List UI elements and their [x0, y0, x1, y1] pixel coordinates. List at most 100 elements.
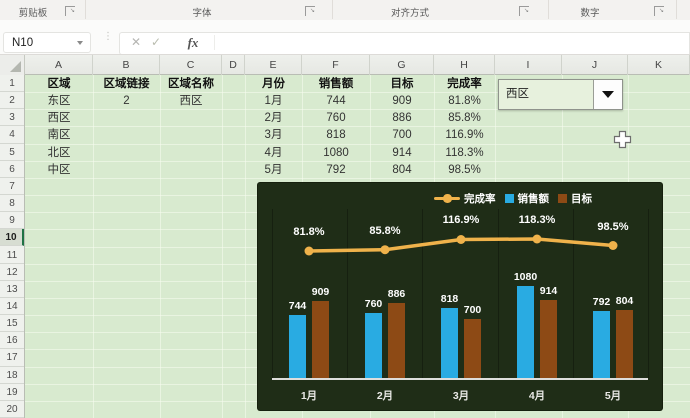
- cell-G3[interactable]: 886: [392, 112, 412, 125]
- row-header-9[interactable]: 9: [0, 212, 24, 230]
- dialog-launcher-icon[interactable]: ↘: [65, 6, 75, 16]
- x-axis-label-3月: 3月: [452, 390, 470, 402]
- column-header-H[interactable]: H: [434, 55, 495, 75]
- row-header-8[interactable]: 8: [0, 195, 24, 213]
- row-header-18[interactable]: 18: [0, 367, 24, 384]
- column-header-E[interactable]: E: [245, 55, 302, 75]
- cell-F1[interactable]: 销售额: [318, 78, 354, 90]
- legend-item-rate[interactable]: 完成率: [434, 191, 496, 206]
- name-box[interactable]: N10: [3, 32, 91, 53]
- legend-item-target[interactable]: 目标: [558, 191, 592, 206]
- column-header-F[interactable]: F: [302, 55, 370, 75]
- formula-input[interactable]: [216, 33, 687, 52]
- name-box-dropdown-icon[interactable]: [77, 41, 83, 45]
- row-header-20[interactable]: 20: [0, 401, 24, 418]
- line-data-label: 81.8%: [293, 226, 325, 238]
- completion-rate-line[interactable]: [258, 183, 662, 410]
- bar-目标-2月[interactable]: [388, 302, 405, 378]
- select-all-button[interactable]: [0, 55, 25, 75]
- cell-H5[interactable]: 118.3%: [445, 146, 484, 159]
- column-header-I[interactable]: I: [495, 55, 562, 75]
- bar-销售额-1月[interactable]: [289, 314, 306, 378]
- row-header-5[interactable]: 5: [0, 144, 24, 161]
- legend-item-sales[interactable]: 销售额: [504, 191, 549, 206]
- row-header-16[interactable]: 16: [0, 332, 24, 350]
- cell-F2[interactable]: 744: [326, 95, 346, 108]
- cell-F5[interactable]: 1080: [323, 146, 349, 159]
- cell-A2[interactable]: 东区: [47, 95, 71, 108]
- cell-E3[interactable]: 2月: [264, 112, 283, 125]
- row-header-11[interactable]: 11: [0, 247, 24, 264]
- bar-销售额-2月[interactable]: [365, 313, 382, 378]
- cell-B1[interactable]: 区域链接: [103, 78, 150, 90]
- row-header-15[interactable]: 15: [0, 315, 24, 333]
- cell-C2[interactable]: 西区: [179, 95, 203, 108]
- bar-目标-4月[interactable]: [540, 300, 557, 378]
- dialog-launcher-icon[interactable]: ↘: [519, 6, 529, 16]
- row-header-7[interactable]: 7: [0, 178, 24, 196]
- ribbon-group-alignment: 对齐方式: [390, 8, 430, 19]
- cell-A4[interactable]: 南区: [47, 129, 71, 142]
- column-header-C[interactable]: C: [160, 55, 222, 75]
- cell-E2[interactable]: 1月: [264, 95, 283, 108]
- column-header-G[interactable]: G: [370, 55, 434, 75]
- cell-C1[interactable]: 区域名称: [168, 78, 214, 90]
- row-header-13[interactable]: 13: [0, 281, 24, 298]
- column-header-J[interactable]: J: [562, 55, 628, 75]
- row-header-10[interactable]: 10: [0, 229, 24, 247]
- row-header-19[interactable]: 19: [0, 384, 24, 401]
- cell-H4[interactable]: 116.9%: [445, 129, 484, 142]
- bar-销售额-5月[interactable]: [593, 310, 610, 378]
- dialog-launcher-icon[interactable]: ↘: [305, 6, 315, 16]
- column-header-K[interactable]: K: [628, 55, 690, 75]
- cell-E6[interactable]: 5月: [264, 163, 283, 176]
- row-header-14[interactable]: 14: [0, 298, 24, 316]
- cell-E4[interactable]: 3月: [264, 129, 283, 142]
- cell-A1[interactable]: 区域: [47, 78, 71, 90]
- chart[interactable]: 完成率 销售额 目标 744 909 81.8% 1月 760 886 85.8% 2月 818…: [258, 183, 662, 410]
- cell-F4[interactable]: 818: [326, 129, 346, 142]
- cell-E1[interactable]: 月份: [262, 78, 285, 90]
- cell-A3[interactable]: 西区: [47, 112, 71, 125]
- bar-目标-3月[interactable]: [464, 318, 481, 378]
- cell-G2[interactable]: 909: [392, 95, 412, 108]
- formula-bar-row: N10 ⋮ ✕ ✓ fx: [0, 20, 690, 55]
- cell-E5[interactable]: 4月: [264, 146, 283, 159]
- cell-H2[interactable]: 81.8%: [448, 95, 481, 108]
- dialog-launcher-icon[interactable]: ↘: [654, 6, 664, 16]
- cell-G4[interactable]: 700: [392, 129, 412, 142]
- cell-H1[interactable]: 完成率: [447, 78, 482, 90]
- bar-目标-5月[interactable]: [616, 309, 633, 378]
- cell-H3[interactable]: 85.8%: [448, 112, 481, 125]
- bar-销售额-3月[interactable]: [441, 308, 458, 378]
- cell-B2[interactable]: 2: [123, 95, 130, 108]
- cell-G5[interactable]: 914: [392, 146, 412, 159]
- cancel-icon[interactable]: ✕: [130, 35, 142, 49]
- bar-销售额-4月[interactable]: [517, 286, 534, 378]
- bar-目标-1月[interactable]: [312, 300, 329, 378]
- row-header-4[interactable]: 4: [0, 126, 24, 144]
- column-header-D[interactable]: D: [222, 55, 245, 75]
- x-axis-label-5月: 5月: [604, 390, 622, 402]
- column-header-A[interactable]: A: [25, 55, 93, 75]
- insert-function-icon[interactable]: fx: [187, 35, 199, 50]
- cell-A5[interactable]: 北区: [47, 146, 71, 159]
- region-combobox[interactable]: 西区: [498, 79, 623, 110]
- cell-F6[interactable]: 792: [326, 163, 346, 176]
- column-header-B[interactable]: B: [93, 55, 160, 75]
- cell-F3[interactable]: 760: [326, 112, 346, 125]
- row-header-3[interactable]: 3: [0, 109, 24, 127]
- row-header-1[interactable]: 1: [0, 75, 24, 93]
- cell-G1[interactable]: 目标: [390, 78, 414, 90]
- combobox-dropdown-button[interactable]: [593, 80, 622, 109]
- cell-H6[interactable]: 98.5%: [448, 163, 481, 176]
- row-header-6[interactable]: 6: [0, 161, 24, 178]
- cell-G6[interactable]: 804: [392, 163, 412, 176]
- row-header-17[interactable]: 17: [0, 349, 24, 367]
- formula-bar-resizer[interactable]: ⋮: [103, 31, 113, 42]
- cell-A6[interactable]: 中区: [47, 163, 71, 176]
- row-header-2[interactable]: 2: [0, 92, 24, 110]
- enter-icon[interactable]: ✓: [150, 35, 162, 49]
- row-header-12[interactable]: 12: [0, 264, 24, 281]
- line-data-label: 85.8%: [369, 224, 401, 237]
